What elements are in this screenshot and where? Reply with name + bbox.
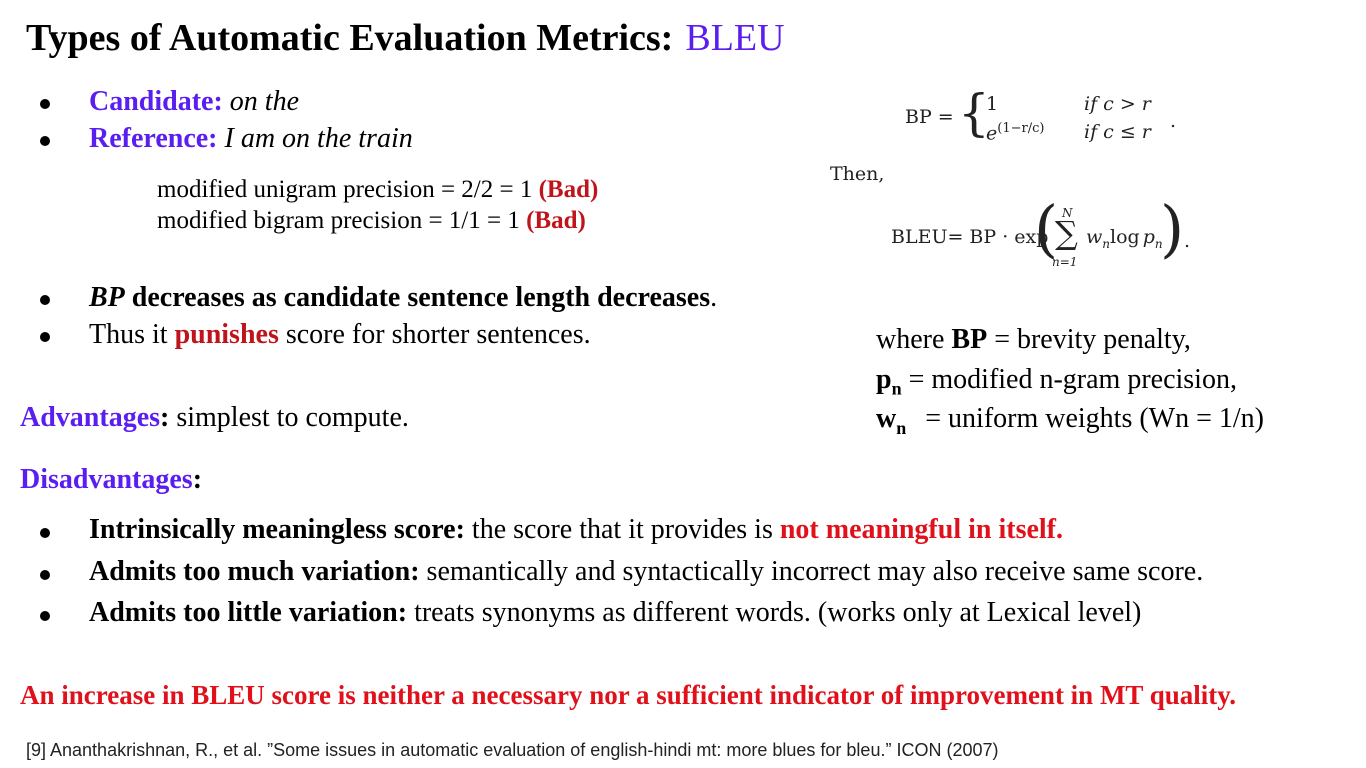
- bullet-icon: [40, 332, 50, 342]
- legend-wn-sub: n: [896, 417, 907, 438]
- disadvantage-item: Admits too little variation: treats syno…: [89, 597, 1141, 629]
- legend-wn: wn = uniform weights (Wn = 1/n): [876, 403, 1264, 439]
- case2-value: e(1−r/c): [986, 121, 1044, 144]
- bullet-icon: [40, 528, 50, 538]
- reference-label: Reference:: [89, 123, 218, 154]
- formula-period-1: .: [1170, 110, 1177, 132]
- disadvantage-highlight: not meaningful in itself.: [779, 514, 1063, 545]
- then-text: Then,: [830, 163, 885, 185]
- case2-e: e: [986, 122, 998, 145]
- bigram-precision: modified bigram precision = 1/1 = 1 (Bad…: [157, 207, 586, 235]
- advantages-colon: :: [160, 402, 170, 433]
- bullet-icon: [40, 136, 50, 146]
- bp-note-1: BP decreases as candidate sentence lengt…: [89, 282, 717, 314]
- advantages-text: simplest to compute.: [169, 402, 409, 433]
- bullet-icon: [40, 611, 50, 621]
- bigram-text: modified bigram precision = 1/1 = 1: [157, 207, 520, 234]
- legend-pn-sub: n: [891, 378, 902, 399]
- bp-italic: BP: [89, 282, 125, 313]
- formula-period-2: .: [1184, 230, 1191, 252]
- bigram-tag: (Bad): [526, 207, 586, 234]
- case2-exponent: (1−r/c): [997, 121, 1045, 136]
- unigram-text: modified unigram precision = 2/2 = 1: [157, 176, 533, 203]
- bp-note-pre: Thus it: [89, 319, 175, 350]
- legend-pn: pn = modified n-gram precision,: [876, 364, 1237, 400]
- unigram-precision: modified unigram precision = 2/2 = 1 (Ba…: [157, 176, 598, 204]
- candidate-line: Candidate: on the: [89, 86, 299, 118]
- reference-text: I am on the train: [224, 123, 413, 154]
- legend-wn-bold: w: [876, 403, 897, 434]
- unigram-tag: (Bad): [538, 176, 599, 203]
- bleu-lhs: BLEU= BP · exp: [891, 226, 1049, 248]
- p-sub: n: [1154, 236, 1163, 251]
- legend-pn-bold: p: [876, 364, 892, 395]
- case1-condition: if c > r: [1084, 93, 1151, 115]
- right-paren-icon: ): [1160, 192, 1185, 265]
- candidate-text: on the: [229, 86, 300, 117]
- bp-note-post: score for shorter sentences.: [278, 319, 591, 350]
- advantages: Advantages: simplest to compute.: [20, 402, 409, 434]
- bullet-icon: [40, 570, 50, 580]
- legend-bp-bold: BP: [951, 324, 988, 355]
- disadvantage-title: Intrinsically meaningless score:: [89, 514, 465, 545]
- legend-bp-post: = brevity penalty,: [987, 324, 1191, 355]
- sum-lower: n=1: [1052, 255, 1078, 269]
- sum-expression: wnlog pn: [1086, 226, 1163, 251]
- conclusion: An increase in BLEU score is neither a n…: [20, 680, 1236, 710]
- legend-wn-post: = uniform weights (Wn = 1/n): [918, 403, 1264, 434]
- candidate-label: Candidate:: [89, 86, 223, 117]
- disadvantage-title: Admits too much variation:: [89, 556, 420, 587]
- w-sub: n: [1102, 236, 1110, 251]
- citation: [9] Ananthakrishnan, R., et al. ”Some is…: [26, 740, 999, 760]
- legend-bp-pre: where: [876, 324, 952, 355]
- legend-bp: where BP = brevity penalty,: [876, 324, 1191, 356]
- punishes-word: punishes: [174, 319, 279, 350]
- legend-pn-post: = modified n-gram precision,: [901, 364, 1237, 395]
- title-main: Types of Automatic Evaluation Metrics:: [26, 17, 674, 59]
- disadvantages-colon: :: [192, 464, 203, 495]
- disadvantages-label: Disadvantages: [20, 464, 193, 495]
- w-term: w: [1086, 226, 1103, 248]
- bp-end: .: [710, 282, 718, 313]
- disadvantage-item: Intrinsically meaningless score: the sco…: [89, 514, 1063, 546]
- brace-icon: {: [958, 84, 990, 142]
- disadvantage-title: Admits too little variation:: [89, 597, 408, 628]
- bullet-icon: [40, 99, 50, 109]
- bullet-icon: [40, 295, 50, 305]
- disadvantage-text: the score that it provides is: [464, 514, 780, 545]
- sum-icon: ∑: [1055, 214, 1078, 252]
- disadvantages-heading: Disadvantages:: [20, 464, 202, 496]
- reference-line: Reference: I am on the train: [89, 123, 413, 155]
- disadvantage-text: treats synonyms as different words. (wor…: [407, 597, 1142, 628]
- title-accent: BLEU: [685, 17, 785, 59]
- advantages-label: Advantages: [20, 402, 161, 433]
- log-term: log: [1110, 226, 1140, 248]
- bp-lhs: BP =: [905, 106, 954, 128]
- bp-bold: decreases as candidate sentence length d…: [124, 282, 711, 313]
- p-term: p: [1142, 226, 1155, 248]
- sum-upper: N: [1062, 206, 1073, 220]
- disadvantage-item: Admits too much variation: semantically …: [89, 556, 1203, 588]
- case2-condition: if c ≤ r: [1084, 121, 1151, 143]
- left-paren-icon: (: [1034, 192, 1059, 265]
- disadvantage-text: semantically and syntactically incorrect…: [419, 556, 1204, 587]
- case1-value: 1: [986, 93, 999, 115]
- page-title: Types of Automatic Evaluation Metrics: BL…: [26, 16, 785, 60]
- bp-note-2: Thus it punishes score for shorter sente…: [89, 319, 591, 351]
